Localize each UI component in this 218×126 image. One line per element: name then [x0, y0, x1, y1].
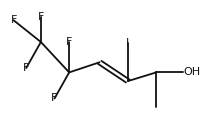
Text: I: I — [126, 38, 129, 49]
Text: F: F — [23, 63, 29, 73]
Text: F: F — [51, 93, 58, 103]
Text: OH: OH — [183, 67, 201, 77]
Text: F: F — [10, 15, 17, 25]
Text: F: F — [66, 37, 72, 47]
Text: F: F — [38, 12, 44, 22]
